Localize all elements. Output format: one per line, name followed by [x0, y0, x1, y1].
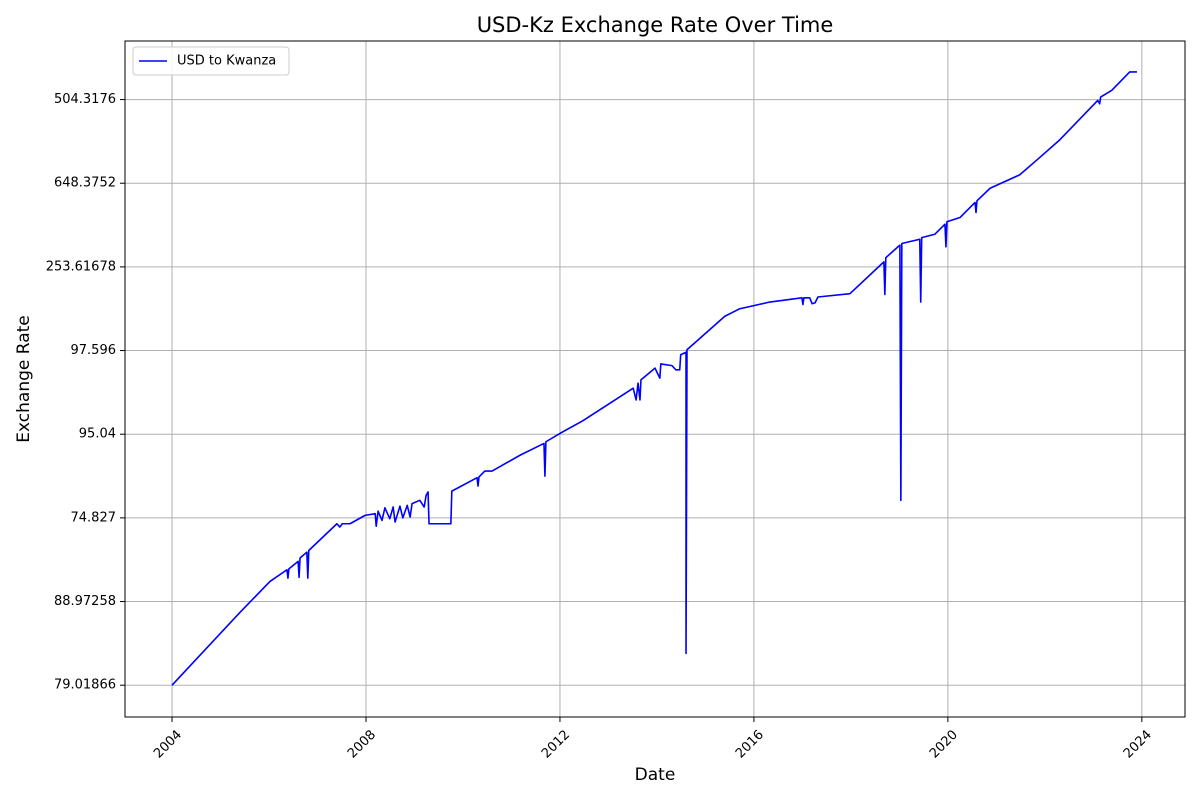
- y-tick-label: 74.827: [71, 510, 117, 525]
- plot-frame: [124, 40, 1186, 718]
- y-tick-label: 79.01866: [54, 678, 116, 693]
- legend: USD to Kwanza: [132, 46, 290, 76]
- y-tick-label: 97.596: [71, 343, 117, 358]
- legend-box: [132, 46, 290, 76]
- y-axis-label: Exchange Rate: [14, 315, 34, 442]
- y-tick-label: 253.61678: [46, 259, 116, 274]
- y-tick-label: 88.97258: [54, 594, 116, 609]
- y-tick-label: 95.04: [79, 427, 116, 442]
- legend-label: USD to Kwanza: [177, 54, 276, 69]
- x-axis-label: Date: [635, 765, 676, 785]
- chart-title: USD-Kz Exchange Rate Over Time: [477, 13, 834, 37]
- y-tick-label: 648.3752: [54, 176, 116, 191]
- line: [171, 71, 1137, 686]
- y-tick-label: 504.3176: [54, 92, 116, 107]
